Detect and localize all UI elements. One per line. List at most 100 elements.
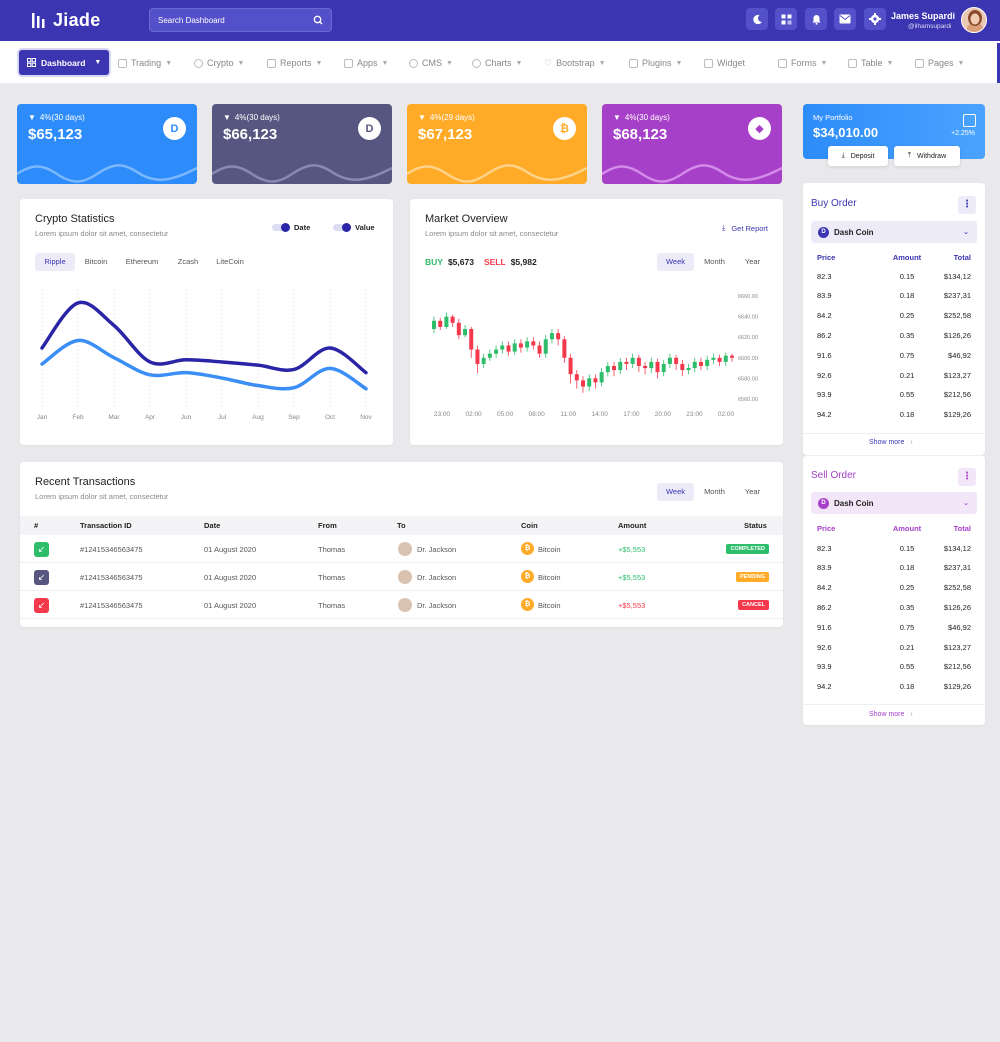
report-icon [267,58,276,68]
user-name[interactable]: James Supardi [891,11,956,21]
order-row[interactable]: 94.2 0.18 $129,26 [817,677,971,697]
show-more-link[interactable]: Show more › [869,439,913,446]
order-row[interactable]: 84.2 0.25 $252,58 [817,578,971,598]
notifications-button[interactable] [805,8,827,30]
x-tick-label: Sep [288,414,300,421]
candle-body [674,357,679,364]
order-row[interactable]: 86.2 0.35 $126,26 [817,597,971,617]
nav-cms[interactable]: CMS ▼ [409,57,453,69]
candle-body [612,365,617,371]
order-row[interactable]: 82.3 0.15 $134,12 [817,266,971,286]
table-row[interactable]: ↙ #12415346563475 01 August 2020 Thomas … [20,535,783,563]
order-row[interactable]: 91.6 0.75 $46,92 [817,617,971,637]
nav-charts[interactable]: Charts ▼ [472,57,522,69]
status-badge: COMPLETED [726,544,769,554]
order-row[interactable]: 93.9 0.55 $212,56 [817,657,971,677]
order-row[interactable]: 93.9 0.55 $212,56 [817,385,971,405]
nav-pages[interactable]: Pages ▼ [915,57,964,69]
search-input[interactable] [158,14,308,26]
settings-button[interactable] [864,8,886,30]
search-box[interactable] [149,8,332,32]
tab-year[interactable]: Year [744,257,761,266]
order-row[interactable]: 92.6 0.21 $123,27 [817,365,971,385]
nav-bootstrap[interactable]: ♡ Bootstrap ▼ [544,57,606,69]
order-row[interactable]: 91.6 0.75 $46,92 [817,345,971,365]
chevron-right-icon: › [910,439,913,446]
coin-select[interactable]: D Dash Coin ⌄ [811,221,977,243]
x-tick-label: Aug [252,414,264,421]
order-row[interactable]: 84.2 0.25 $252,58 [817,306,971,326]
nav-reports[interactable]: Reports ▼ [267,57,322,69]
avatar [398,598,412,612]
nav-apps[interactable]: Apps ▼ [344,57,388,69]
avatar[interactable] [961,7,987,33]
stat-card[interactable]: ▼ 4%(29 days) $67,123 ₿ [407,104,587,184]
tab-ripple[interactable]: Ripple [35,253,75,271]
order-price: 92.6 [817,370,832,380]
stat-card[interactable]: ▼ 4%(30 days) $68,123 ◆ [602,104,782,184]
transaction-id: #12415346563475 [80,573,143,582]
table-row[interactable]: ↙ #12415346563475 01 August 2020 Thomas … [20,591,783,619]
chart-icon[interactable] [963,114,976,127]
order-amount: 0.18 [899,410,915,420]
dark-mode-button[interactable] [746,8,768,30]
tab-zcash[interactable]: Zcash [177,257,199,266]
tab-week[interactable]: Week [657,483,694,501]
withdraw-button[interactable]: ⤒ Withdraw [894,146,960,166]
nav-plugins-label: Plugins [642,58,672,68]
avatar [398,542,412,556]
order-total: $212,56 [943,390,971,400]
more-options-icon[interactable]: ⋮ [958,468,976,486]
nav-widget[interactable]: Widget [704,57,745,69]
nav-dashboard[interactable]: Dashboard ▼ [19,50,109,75]
order-row[interactable]: 92.6 0.21 $123,27 [817,637,971,657]
logo-text[interactable]: Jiade [53,10,101,30]
order-row[interactable]: 83.9 0.18 $237,31 [817,558,971,578]
tab-ethereum[interactable]: Ethereum [125,257,159,266]
search-icon[interactable] [313,15,323,25]
table-row[interactable]: ↙ #12415346563475 01 August 2020 Thomas … [20,563,783,591]
nav-trading[interactable]: Trading ▼ [118,57,172,69]
stat-card[interactable]: ▼ 4%(30 days) $65,123 D [17,104,197,184]
nav-cms-label: CMS [422,58,442,68]
candle-body [518,343,523,348]
candle-body [730,355,734,358]
coin-select[interactable]: D Dash Coin ⌄ [811,492,977,514]
legend-item[interactable]: Value [333,223,375,232]
y-tick-label: 6660.00 [738,294,758,300]
nav-table[interactable]: Table ▼ [848,57,893,69]
order-row[interactable]: 86.2 0.35 $126,26 [817,325,971,345]
candle-body [618,361,623,371]
order-row[interactable]: 94.2 0.18 $129,26 [817,405,971,425]
candle-body [549,333,554,340]
messages-button[interactable] [834,8,856,30]
card-subtitle: Lorem ipsum dolor sit amet, consectetur [35,492,169,501]
top-header: Jiade James Supardi @ilhamsupardi [0,0,1000,41]
legend-item[interactable]: Date [272,223,310,232]
tab-week[interactable]: Week [657,253,694,271]
dash-coin-icon: D [818,497,829,509]
deposit-button[interactable]: ⤓ Deposit [828,146,888,166]
tab-bitcoin[interactable]: Bitcoin [84,257,108,266]
nav-crypto[interactable]: Crypto ▼ [194,57,244,69]
chevron-down-icon: ⌄ [963,229,969,236]
page-icon [915,58,924,68]
more-options-icon[interactable]: ⋮ [958,196,976,214]
candle-body [506,345,511,352]
order-row[interactable]: 83.9 0.18 $237,31 [817,286,971,306]
transaction-type-icon: ↙ [34,542,49,557]
tab-year[interactable]: Year [744,487,761,496]
tab-litecoin[interactable]: LiteCoin [216,257,244,266]
tab-month[interactable]: Month [704,487,725,496]
nav-plugins[interactable]: Plugins ▼ [629,57,682,69]
show-more-link[interactable]: Show more › [869,711,913,718]
tab-month[interactable]: Month [704,257,725,266]
order-row[interactable]: 82.3 0.15 $134,12 [817,538,971,558]
nav-forms[interactable]: Forms ▼ [778,57,827,69]
stat-card[interactable]: ▼ 4%(30 days) $66,123 D [212,104,392,184]
get-report-link[interactable]: ⤓ Get Report [721,223,768,233]
apps-button[interactable] [775,8,797,30]
mail-icon [839,14,851,24]
y-tick-label: 6560.00 [738,397,758,403]
market-overview-card: Market Overview Lorem ipsum dolor sit am… [410,199,783,445]
